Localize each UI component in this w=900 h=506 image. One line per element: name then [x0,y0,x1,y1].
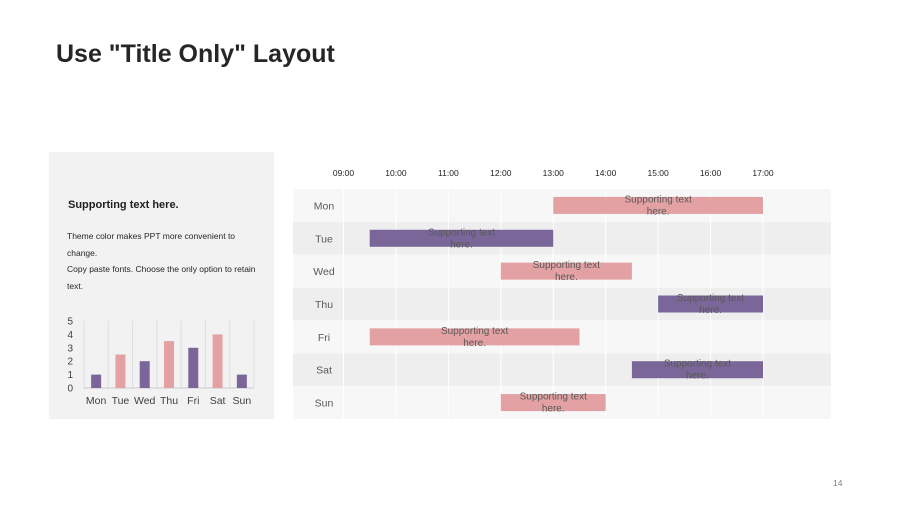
x-tick-label: Sat [210,395,226,407]
bar-thu [164,341,174,388]
time-tick-label: 17:00 [752,168,774,178]
time-tick-label: 16:00 [700,168,722,178]
bar-mon [91,374,102,388]
time-tick-label: 12:00 [490,168,512,178]
task-bar-tue [369,229,554,247]
task-label: Supporting text here. [664,359,731,382]
task-label: Supporting text here. [441,326,508,349]
x-tick-label: Sun [233,395,252,407]
day-label: Sat [316,365,332,377]
slide-title: Use "Title Only" Layout [56,40,335,68]
task-bar-fri [369,328,580,346]
panel-text-line: Copy paste fonts. Choose the only option… [67,264,256,291]
time-tick-label: 13:00 [543,168,565,178]
panel-text-line: Theme color makes PPT more convenient to… [67,231,236,258]
day-label: Mon [314,200,335,212]
x-tick-label: Fri [187,395,199,407]
task-bar-thu [658,295,763,313]
task-bar-sat [631,361,763,379]
bar-sat [212,334,223,388]
info-panel: Supporting text here. Theme color makes … [49,152,274,419]
task-bar-wed [500,262,632,280]
task-label: Supporting text here. [520,392,587,415]
time-tick-label: 14:00 [595,168,617,178]
panel-body: Theme color makes PPT more convenient to… [67,228,263,294]
time-tick-label: 09:00 [333,168,355,178]
task-label: Supporting text here. [624,194,691,217]
x-tick-label: Mon [86,395,107,407]
y-tick-label: 4 [67,330,73,341]
x-tick-label: Wed [134,395,156,407]
time-tick-label: 10:00 [385,168,407,178]
bar-sun [236,374,247,388]
y-tick-label: 5 [67,317,73,328]
day-label: Wed [313,266,335,278]
day-label: Tue [315,233,333,245]
task-bar-sun [500,394,606,412]
time-tick-label: 15:00 [647,168,669,178]
time-tick-label: 11:00 [438,168,459,178]
page-number: 14 [833,478,843,488]
bar-wed [139,361,150,388]
task-label: Supporting text here. [428,227,495,250]
weekly-bar-chart: 0 1 2 3 4 5 Mon Tue Wed Thu Fri Sat Sun [67,317,255,407]
bar-fri [188,347,199,388]
day-label: Sun [315,398,334,410]
day-label: Thu [315,299,333,311]
x-tick-label: Tue [112,395,130,407]
y-tick-label: 2 [67,357,73,368]
y-tick-label: 0 [67,384,73,395]
task-label: Supporting text here. [677,293,744,316]
task-label: Supporting text here. [533,260,600,283]
panel-heading: Supporting text here. [68,199,179,211]
x-tick-label: Thu [160,395,178,407]
day-label: Fri [318,332,330,344]
y-tick-label: 1 [67,370,73,381]
y-tick-label: 3 [67,343,73,354]
bar-tue [115,354,126,388]
task-bar-mon [553,196,763,214]
